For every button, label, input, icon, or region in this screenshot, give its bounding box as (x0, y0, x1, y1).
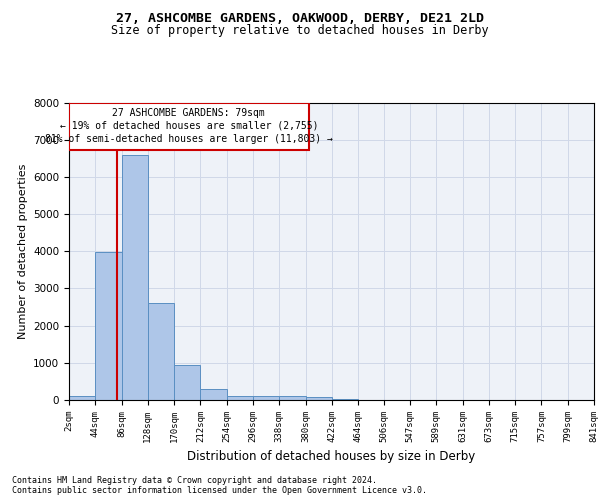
Text: 81% of semi-detached houses are larger (11,803) →: 81% of semi-detached houses are larger (… (45, 134, 333, 144)
Text: ← 19% of detached houses are smaller (2,755): ← 19% of detached houses are smaller (2,… (59, 120, 318, 130)
Bar (305, 397, 332, 400)
Bar (253, 396, 279, 400)
FancyBboxPatch shape (69, 103, 308, 150)
Y-axis label: Number of detached properties: Number of detached properties (17, 164, 28, 339)
Bar (69, 396, 95, 400)
Bar (227, 396, 253, 400)
Text: Contains HM Land Registry data © Crown copyright and database right 2024.
Contai: Contains HM Land Registry data © Crown c… (12, 476, 427, 495)
Bar (279, 396, 305, 400)
Bar (122, 154, 148, 400)
Bar (95, 252, 122, 400)
Bar (148, 304, 174, 400)
Text: Size of property relative to detached houses in Derby: Size of property relative to detached ho… (111, 24, 489, 37)
Bar (174, 364, 200, 400)
Bar (200, 389, 227, 400)
Text: 27, ASHCOMBE GARDENS, OAKWOOD, DERBY, DE21 2LD: 27, ASHCOMBE GARDENS, OAKWOOD, DERBY, DE… (116, 12, 484, 26)
X-axis label: Distribution of detached houses by size in Derby: Distribution of detached houses by size … (187, 450, 476, 464)
Text: 27 ASHCOMBE GARDENS: 79sqm: 27 ASHCOMBE GARDENS: 79sqm (112, 108, 265, 118)
